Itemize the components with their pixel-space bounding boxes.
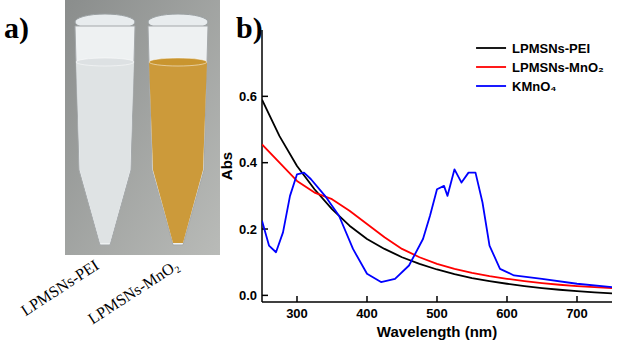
legend-swatch xyxy=(476,85,506,87)
liquid-surface xyxy=(149,58,207,66)
tube-body xyxy=(148,26,208,245)
y-axis-line xyxy=(261,30,263,302)
tube-liquid xyxy=(76,62,134,243)
x-tick xyxy=(576,296,578,302)
series-line xyxy=(262,144,612,288)
legend: LPMSNs-PEI LPMSNs-MnO₂ KMnO₄ xyxy=(476,41,604,94)
figure: LPMSNs-PEI LPMSNs-MnO₂ a) b) 300 400 500 600 700… xyxy=(0,0,623,343)
y-axis-title: Abs xyxy=(218,152,235,180)
panel-letter: a) xyxy=(4,11,29,45)
y-tick-label: 0.2 xyxy=(239,222,257,237)
legend-label: KMnO₄ xyxy=(512,79,556,94)
x-tick-label: 300 xyxy=(286,306,308,321)
y-tick xyxy=(262,96,268,98)
x-tick xyxy=(296,296,298,302)
x-tick-label: 700 xyxy=(566,306,588,321)
legend-swatch xyxy=(476,47,506,49)
x-tick xyxy=(366,296,368,302)
tube xyxy=(148,14,208,245)
tube-body xyxy=(75,26,135,245)
legend-label: LPMSNs-MnO₂ xyxy=(512,60,604,75)
series-line xyxy=(262,100,612,294)
legend-swatch xyxy=(476,66,506,68)
panel-letter: b) xyxy=(236,11,263,45)
x-tick-label: 500 xyxy=(426,306,448,321)
plot-area xyxy=(262,100,612,294)
y-tick xyxy=(262,162,268,164)
x-tick xyxy=(506,296,508,302)
x-tick xyxy=(436,296,438,302)
tube-label: LPMSNs-MnO₂ xyxy=(85,256,182,327)
tube-liquid xyxy=(149,62,207,243)
x-tick-label: 600 xyxy=(496,306,518,321)
axes: 300 400 500 600 700 0.0 0.2 0.4 0.6 xyxy=(239,30,612,321)
y-tick-label: 0.4 xyxy=(239,155,258,170)
photo-background xyxy=(65,0,220,255)
y-tick xyxy=(262,295,268,297)
y-tick-label: 0.0 xyxy=(239,288,257,303)
y-tick-label: 0.6 xyxy=(239,89,257,104)
x-axis-title: Wavelength (nm) xyxy=(377,323,497,340)
legend-label: LPMSNs-PEI xyxy=(512,41,590,56)
x-tick-label: 400 xyxy=(356,306,378,321)
series-line xyxy=(262,169,612,287)
liquid-surface xyxy=(76,58,134,66)
tube xyxy=(75,14,135,245)
